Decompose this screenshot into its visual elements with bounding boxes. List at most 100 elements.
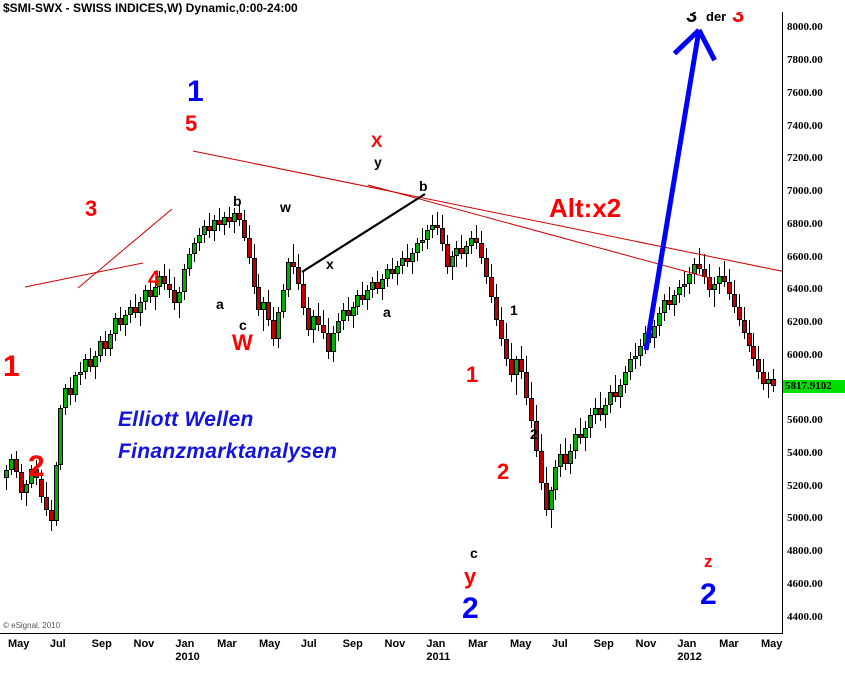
candle-body [677,286,683,296]
candle-wick [362,282,364,305]
candle-body [731,293,737,307]
candle-body [632,355,638,359]
wave-label: 2 [700,578,717,611]
candle-body [711,283,717,291]
candle-body [429,224,435,230]
candle-body [281,290,287,312]
x-axis-tick: Jan [426,638,446,650]
candle-body [132,306,138,314]
forecast-arrow-head [672,28,701,56]
candle-wick [208,213,210,238]
y-axis-line [782,12,783,634]
y-axis-tick: 4600.00 [787,577,823,590]
candle-body [276,311,282,340]
x-axis-year: 2012 [677,651,702,663]
candle-body [563,453,569,464]
candle-body [741,319,747,333]
candle-body [503,339,509,359]
candle-body [107,334,113,350]
candle-body [48,509,54,522]
candle-body [241,219,247,238]
candle-body [330,332,336,353]
y-axis-tick: 7000.00 [787,185,823,198]
candle-wick [580,417,582,445]
candle-body [588,414,594,428]
candle-body [409,252,415,263]
candle-body [553,467,559,490]
x-axis: May Jul Sep Nov Jan 2010 Mar May Jul Sep Nov Jan 201… [0,636,783,674]
wave-label: 3 [732,12,745,27]
candle-body [182,268,188,292]
watermark-line1: Elliott Wellen [118,408,254,431]
candle-body [756,359,762,373]
candle-body [617,385,623,397]
candle-body [404,257,410,263]
candle-wick [293,244,295,274]
candle-body [73,375,79,396]
candle-body [454,247,460,256]
candle-body [528,398,534,422]
candle-body [88,359,94,368]
candle-body [751,345,757,359]
candle-body [657,313,663,327]
candle-body [593,408,599,415]
candle-body [365,290,371,301]
candle-wick [699,247,700,274]
chart-title: $SMI-SWX - SWISS INDICES,W) Dynamic,0:00… [3,1,298,15]
candle-body [360,295,366,301]
candle-body [607,391,613,405]
x-axis-tick: Jan [175,638,195,650]
x-axis-tick: May [761,638,783,650]
candle-body [197,234,203,243]
x-axis-tick: Jul [300,638,317,650]
wave-label: der [706,12,727,24]
candle-wick [466,241,468,268]
candle-body [271,319,277,340]
wave-label: 2 [530,426,538,442]
candle-body [499,319,504,340]
candle-body [672,295,678,305]
candle-body [583,427,589,438]
candle-wick [723,260,725,287]
candle-body [424,229,430,240]
wave-label: X [371,132,383,151]
candle-body [310,316,316,330]
candle-wick [25,480,27,507]
candle-body [508,359,514,376]
candle-body [192,242,198,255]
candle-wick [263,296,265,332]
y-axis-tick: 8000.00 [787,21,823,34]
candle-body [627,359,633,373]
y-axis-tick: 7600.00 [787,86,823,99]
candle-wick [322,309,324,340]
y-axis-tick: 7200.00 [787,152,823,165]
candle-body [216,219,222,225]
candle-wick [134,293,136,319]
candle-body [385,268,391,279]
candle-body [78,372,84,376]
candle-body [4,470,9,479]
candle-wick [614,375,616,402]
forecast-arrow-shaft [643,29,702,351]
x-axis-tick: Mar [468,638,488,650]
candle-body [236,213,242,220]
wave-label: 3 [686,12,698,27]
candle-body [226,216,232,222]
wave-label: x [326,256,334,272]
candle-body [746,332,752,346]
y-axis-tick: 5200.00 [787,479,823,492]
candle-body [187,254,193,269]
wave-label: a [383,304,391,320]
candle-body [122,314,128,325]
y-axis-tick: 5600.00 [787,414,823,427]
candle-body [355,295,361,307]
candle-body [83,359,89,373]
candle-body [112,318,118,335]
forecast-arrow-head [696,28,717,62]
y-axis-tick: 5400.00 [787,446,823,459]
candle-wick [436,211,438,235]
candle-body [370,282,376,291]
candle-body [251,257,257,287]
